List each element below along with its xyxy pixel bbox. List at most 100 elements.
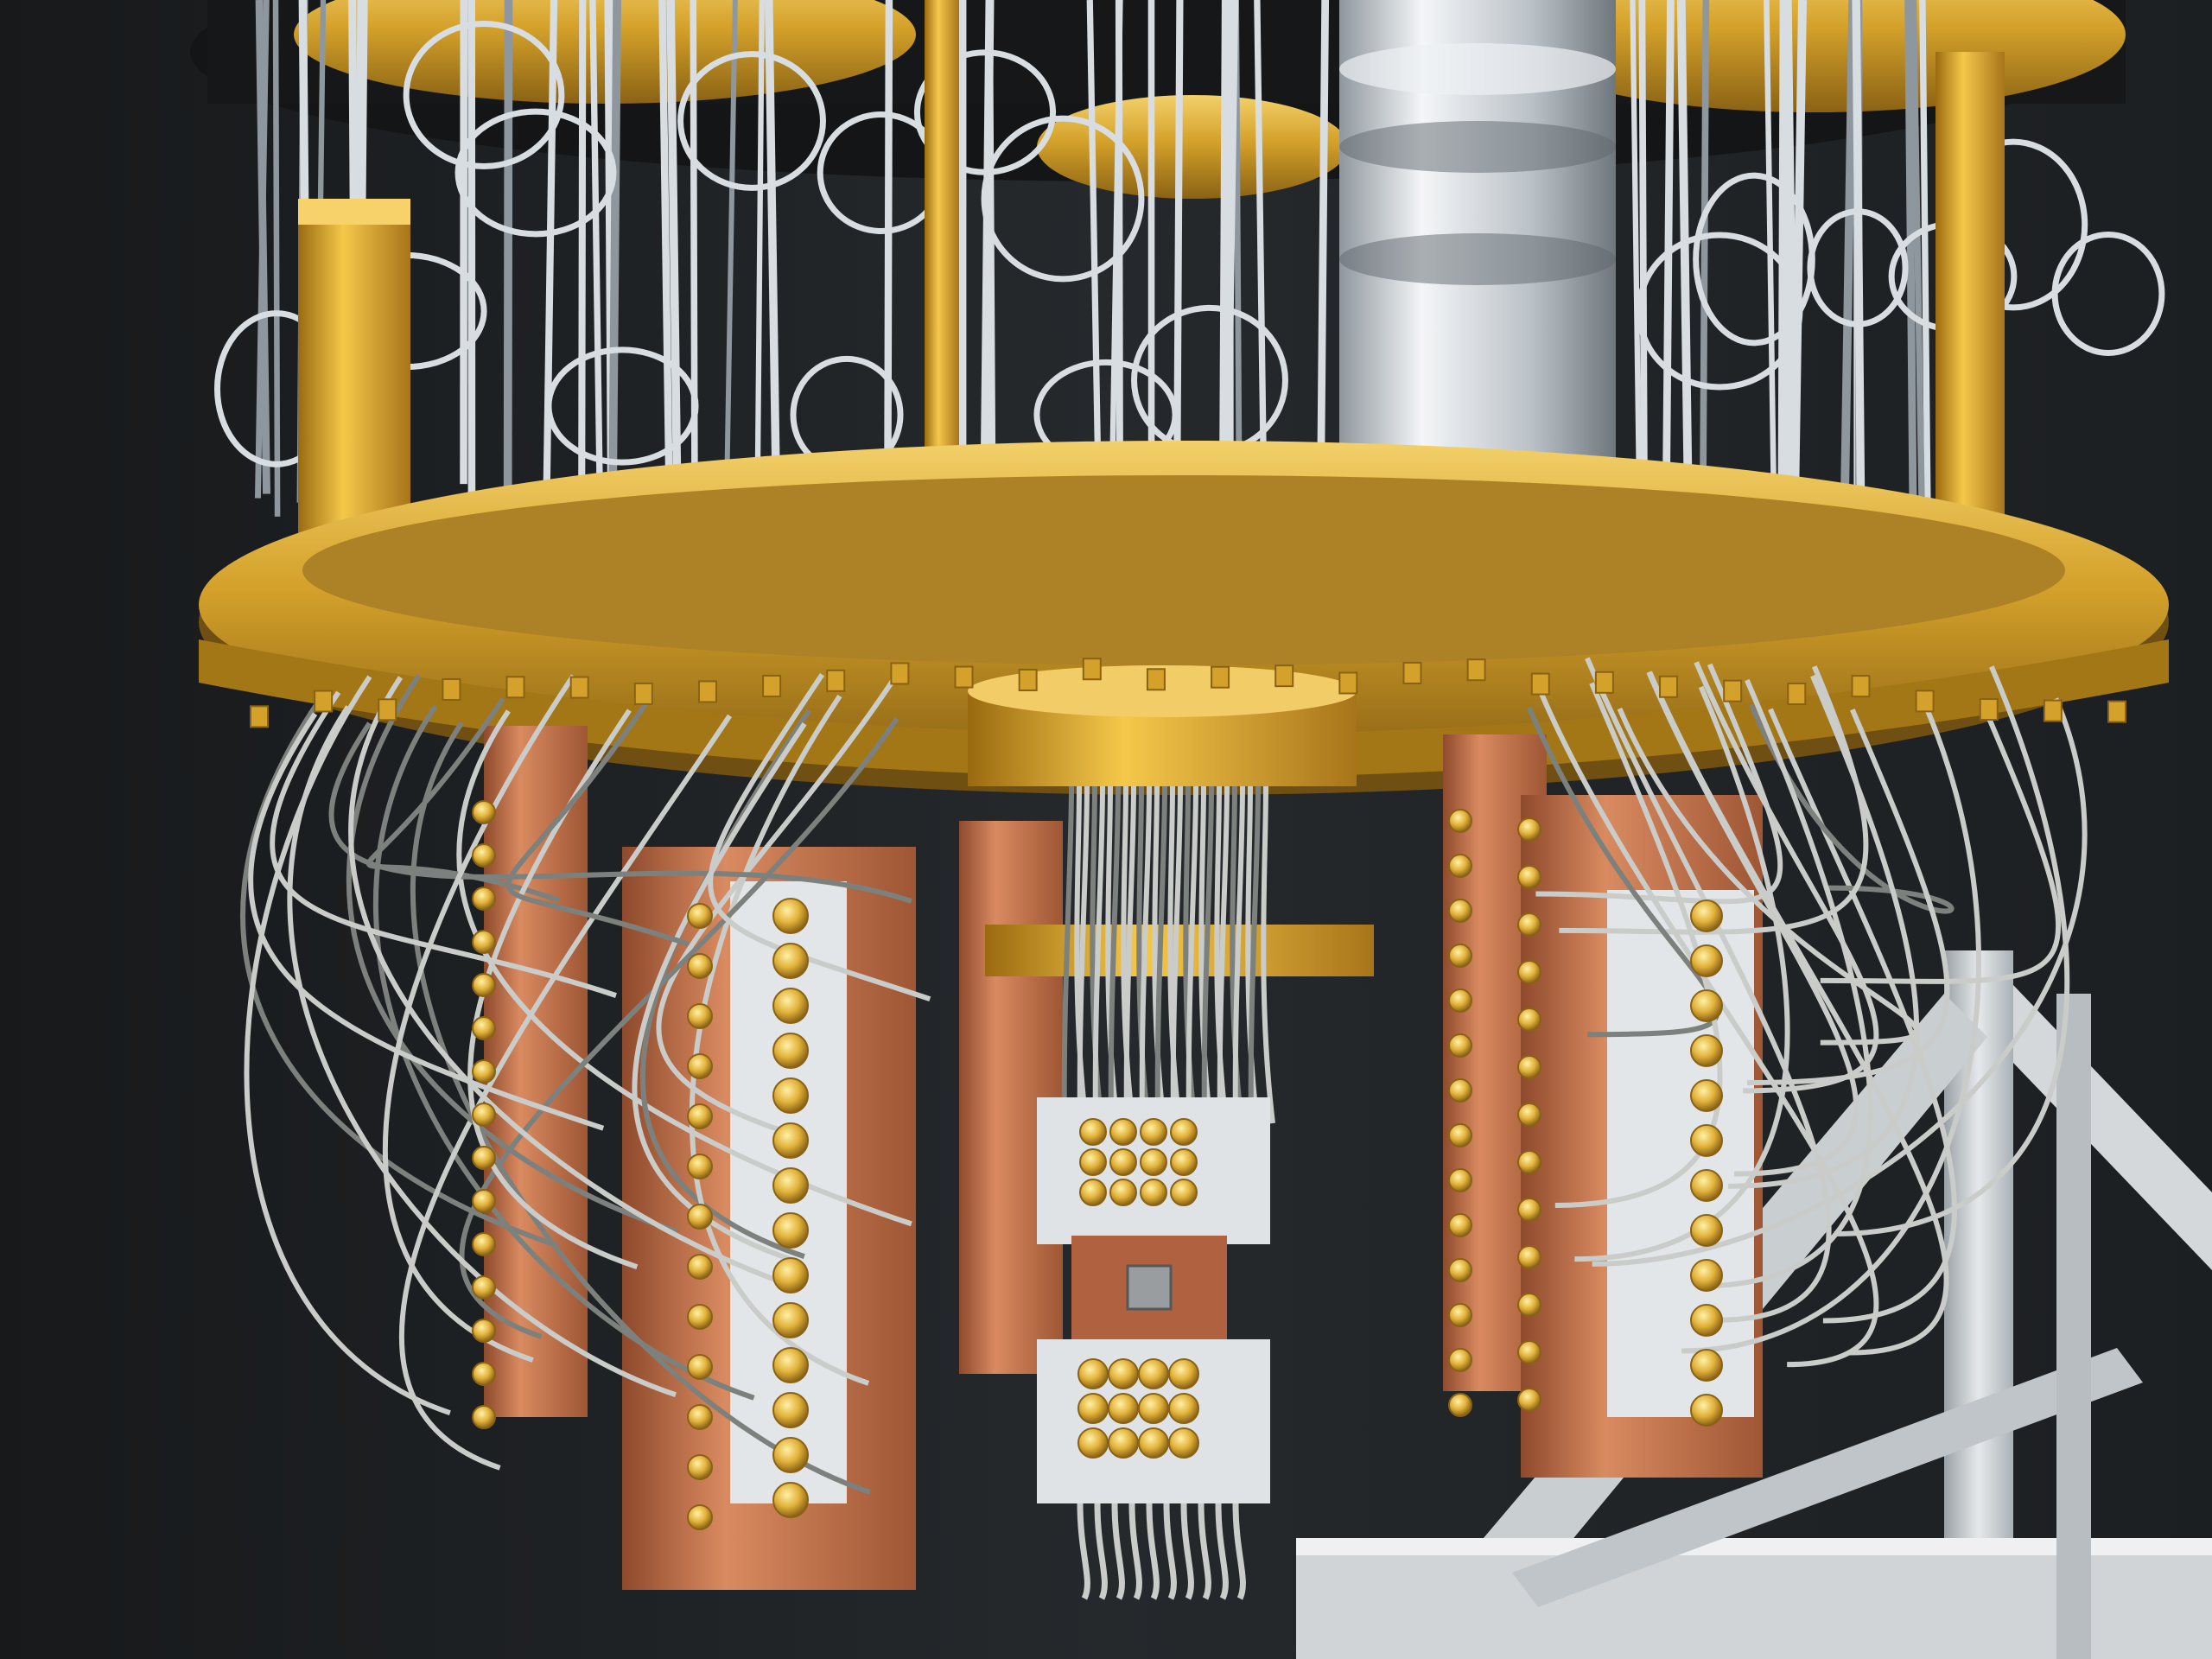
coax-loop [454,108,617,238]
sma-connector [1448,1348,1472,1372]
central-cable-bundle [1061,785,1275,1600]
coax-line [1700,0,1710,490]
sma-connector [1109,1179,1137,1206]
sma-connector [1448,988,1472,1013]
sma-connector [472,1319,496,1343]
coax-line [1316,0,1330,510]
sma-connector [1517,1103,1541,1127]
sma-connector [1274,664,1294,688]
sma-connector [1146,668,1166,691]
sma-connector [1690,989,1723,1022]
sma-connector [2043,699,2063,722]
hanging-cable [1585,657,1832,1323]
coax-line [724,0,738,493]
hanging-cable [382,674,575,1363]
sma-connector [1448,1393,1472,1417]
sma-connector [772,943,809,979]
hanging-cable [689,694,870,1386]
bundle-cable [1077,1503,1090,1600]
sma-connector [1170,1179,1198,1206]
bundle-cable [1215,1503,1229,1600]
sma-connector [314,690,334,713]
sma-connector [505,676,525,699]
sma-connector [1077,1427,1109,1459]
sma-connector [1211,665,1230,689]
sma-connector [1517,1055,1541,1079]
sma-connector [472,973,496,997]
sma-connector [472,1189,496,1213]
sma-connector [472,1275,496,1300]
sma-connector [1530,672,1550,696]
sma-connector [1448,809,1472,833]
sma-connector [250,705,269,728]
sma-connector [772,1033,809,1069]
sma-connector [1140,1118,1167,1146]
bundle-cable [1108,785,1121,1124]
bundle-cable [1154,785,1167,1124]
coax-line [1638,0,1648,509]
coax-line [1173,0,1184,511]
bundle-cable [1261,785,1275,1124]
coax-line [1764,0,1777,492]
sma-connector [2107,700,2126,723]
coax-line [1086,0,1102,487]
hanging-cable [1834,665,2070,1237]
sma-connector [1448,1258,1472,1282]
sma-connector [1402,661,1422,684]
sma-connector [687,1254,713,1280]
hanging-cable [1768,708,1957,1324]
sma-connector [772,1257,809,1294]
sma-connector [772,1437,809,1473]
sma-connector [1079,1179,1107,1206]
sma-connector [1138,1358,1169,1389]
sma-connector [1915,690,1935,713]
sma-connector [1168,1427,1199,1459]
coax-line [1904,0,1917,499]
coax-line [589,0,603,486]
coax-line [1218,0,1229,505]
bundle-cable [1139,785,1152,1124]
coax-line [764,0,781,504]
sma-connector [772,988,809,1024]
sma-connector [772,1077,809,1114]
hanging-cable [366,697,560,903]
bundle-cable [1201,785,1214,1124]
sma-connector [1690,1394,1723,1427]
hanging-cable [1574,685,1790,1262]
bundle-cable [1163,1503,1177,1600]
hanging-cable [459,716,899,1339]
sma-connector [687,1053,713,1079]
sma-connector [687,1204,713,1230]
coax-line [254,0,270,499]
sma-connector [1079,1118,1107,1146]
sma-connector [1108,1358,1139,1389]
sma-connector [1448,1168,1472,1192]
mixing-chamber-plate [199,441,2169,795]
hanging-cable [287,705,677,1398]
sma-connector [1517,1198,1541,1222]
sma-connector [1979,698,1999,721]
sma-connector [826,669,846,692]
sma-connector [1517,1245,1541,1269]
hanging-cable [1681,702,1981,1354]
sma-connector [1690,1124,1723,1157]
coax-loop [403,20,565,170]
sma-connector [633,682,653,705]
sma-connector [1168,1358,1199,1389]
coax-loop [1636,232,1803,391]
sma-connector [378,698,397,721]
sma-connector [1517,1340,1541,1364]
coax-loop [545,346,699,466]
bundle-cable [1092,785,1105,1124]
bundle-cable [1128,1503,1142,1600]
hanging-cable [346,674,678,1235]
sma-connector [472,1016,496,1040]
sma-connector [1448,854,1472,878]
sma-connector [687,1354,713,1380]
sma-connector [472,1059,496,1084]
hanging-cable [1749,703,1955,914]
bundle-cable [1146,1503,1160,1600]
hanging-cable [270,690,617,998]
coax-line [503,0,513,505]
